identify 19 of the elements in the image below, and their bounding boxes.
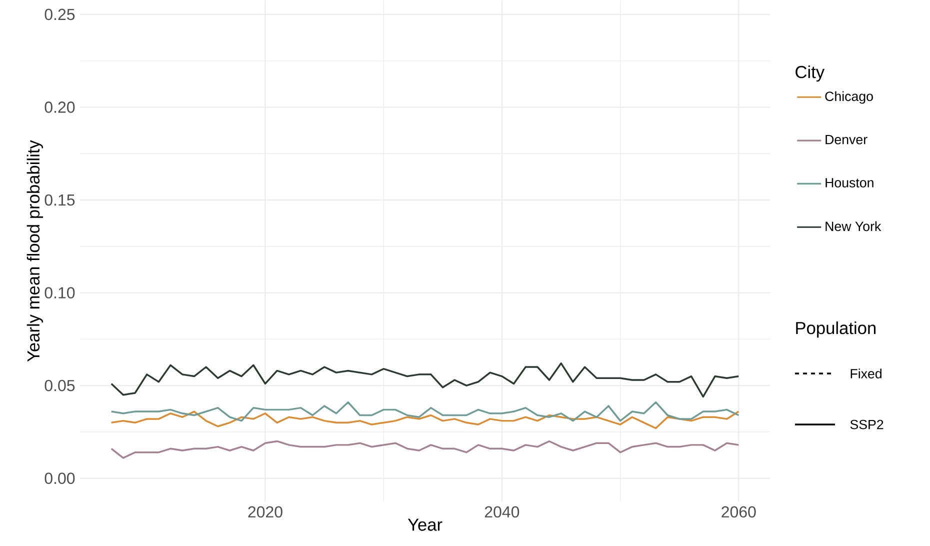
- y-tick-label: 0.05: [44, 380, 75, 392]
- text: Fixed: [850, 368, 882, 379]
- y-tick-label: 0.20: [44, 102, 75, 114]
- y-axis-title: Yearly mean flood probability: [26, 140, 43, 362]
- x-axis-title: Year: [408, 518, 442, 532]
- legend-label: New York: [826, 222, 882, 232]
- x-tick-label: 2060: [722, 506, 756, 518]
- x-tick-label: 2040: [484, 506, 520, 518]
- y-tick-label: 0.10: [44, 287, 75, 299]
- x-tick-label: 2020: [248, 506, 282, 518]
- legend-title: City: [796, 66, 825, 82]
- legend-label: Denver: [826, 135, 868, 144]
- text: SSP2: [850, 420, 884, 430]
- y-tick-label: 0.00: [44, 472, 75, 484]
- y-tick-label: 0.25: [44, 9, 75, 20]
- legend-label: Chicago: [825, 92, 873, 104]
- text: Population: [796, 322, 876, 338]
- y-tick-label: 0.15: [44, 194, 75, 206]
- legend-label: Houston: [826, 178, 874, 188]
